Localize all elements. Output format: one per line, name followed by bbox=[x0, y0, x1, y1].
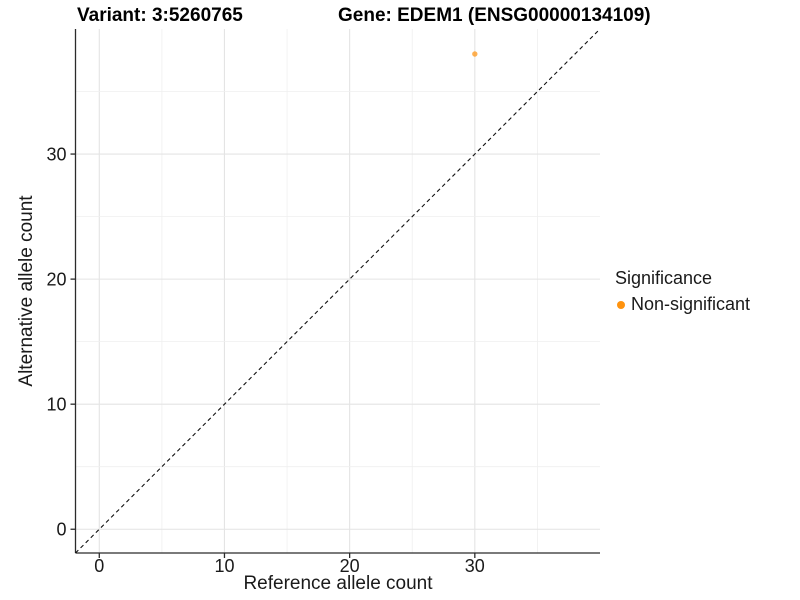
y-axis-title: Alternative allele count bbox=[16, 195, 37, 387]
x-tick-label: 30 bbox=[465, 556, 485, 576]
y-tick-label: 20 bbox=[46, 270, 66, 290]
non-significant-marker-icon bbox=[617, 300, 625, 309]
x-tick-label: 10 bbox=[214, 556, 234, 576]
x-tick-label: 0 bbox=[94, 556, 104, 576]
x-axis-title: Reference allele count bbox=[243, 573, 433, 594]
data-point bbox=[472, 51, 478, 57]
legend-title: Significance bbox=[615, 268, 713, 288]
y-tick-label: 10 bbox=[46, 395, 66, 415]
x-tick-label: 20 bbox=[340, 556, 360, 576]
gene-title: Gene: EDEM1 (ENSG00000134109) bbox=[338, 5, 651, 26]
legend: Significance Non-significant bbox=[615, 268, 750, 315]
legend-item-non-significant: Non-significant bbox=[615, 294, 750, 315]
y-tick-label: 0 bbox=[56, 520, 66, 540]
legend-item-label: Non-significant bbox=[631, 294, 751, 314]
variant-title: Variant: 3:5260765 bbox=[77, 5, 243, 26]
identity-dashed-line bbox=[75, 28, 601, 554]
y-tick-label: 30 bbox=[46, 145, 66, 165]
